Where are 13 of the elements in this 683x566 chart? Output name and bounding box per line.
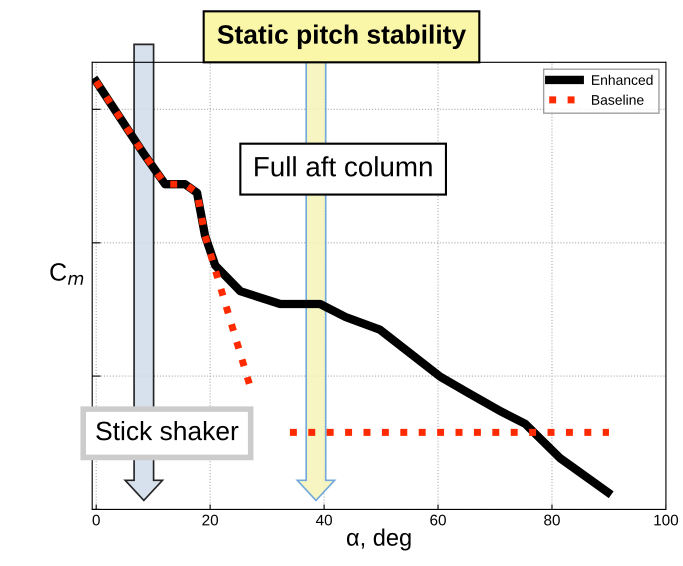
x-tick-label: 20	[202, 514, 218, 526]
annotation: Stick shaker	[96, 420, 238, 440]
x-tick-label: 100	[654, 514, 678, 526]
legend-label: Baseline	[592, 94, 644, 105]
legend-label: Enhanced	[592, 74, 653, 85]
chart-title: Static pitch stability	[218, 24, 466, 50]
x-tick-label: 40	[316, 514, 332, 526]
x-tick-label: 60	[430, 514, 446, 526]
x-tick-label: 0	[92, 514, 100, 526]
x-axis-title: α, deg	[346, 528, 411, 551]
annotation: Full aft column	[255, 156, 432, 177]
x-tick-label: 80	[544, 514, 560, 526]
y-axis-title: C$_{m}$	[50, 263, 84, 285]
